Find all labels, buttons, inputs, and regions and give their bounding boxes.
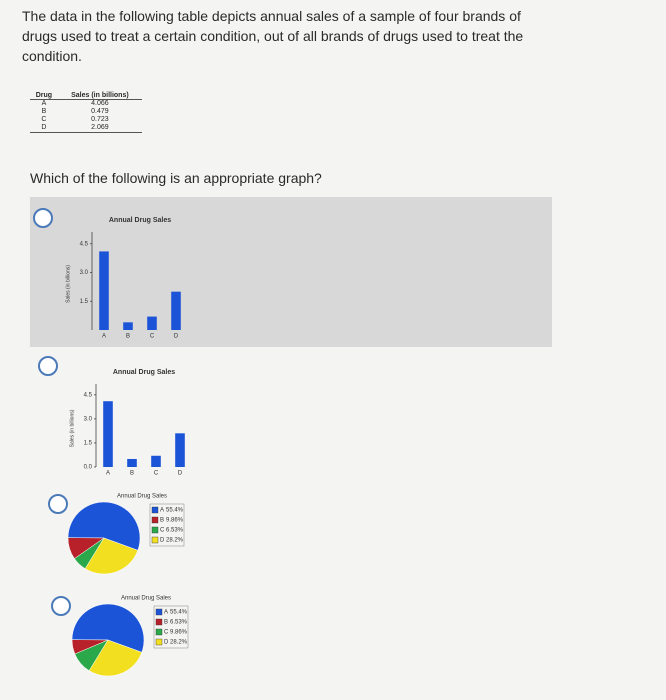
legend-swatch (155, 608, 163, 616)
x-tick-label: C (154, 471, 159, 477)
pie-slice (67, 501, 141, 551)
prompt-text: Which of the following is an appropriate… (30, 170, 322, 186)
table-cell: A (41, 100, 47, 107)
y-tick-label: 4.5 (80, 241, 89, 247)
chart-title: Annual Drug Sales (109, 217, 171, 224)
bar-chart: Annual Drug Sales Sales (in billions) 1.5 3… (65, 217, 181, 340)
y-tick-label: 4.5 (84, 392, 93, 398)
legend-value: 9.86% (170, 630, 188, 636)
table-row: B 0.479 (30, 108, 142, 116)
bar (103, 401, 113, 467)
chart-title: Annual Drug Sales (113, 369, 175, 376)
legend-label: C (160, 528, 165, 534)
legend-swatch (151, 506, 159, 514)
legend-swatch (155, 628, 163, 636)
table-row: A 4.066 (30, 100, 142, 109)
legend-label: B (164, 620, 168, 626)
legend-value: 28.2% (170, 640, 188, 646)
table-cell: 0.723 (91, 116, 109, 123)
x-tick-label: C (150, 334, 155, 340)
legend-swatch (151, 516, 159, 524)
legend-label: C (164, 630, 169, 636)
x-tick-label: B (126, 334, 130, 340)
bar (123, 322, 133, 330)
legend-swatch (151, 536, 159, 544)
pie-chart: Annual Drug Sales A 55.4%B 9.86%C 6.53%D 28.2… (67, 494, 185, 575)
y-tick-label: 0.0 (84, 465, 93, 471)
x-tick-label: D (178, 471, 183, 477)
question-text: The data in the following table depicts … (22, 8, 524, 64)
table-cell: 2.069 (57, 124, 142, 133)
bar (147, 316, 157, 330)
legend-value: 55.4% (170, 610, 188, 616)
x-tick-label: D (174, 334, 179, 340)
table-row: C 0.723 (30, 116, 142, 124)
pie-slice (71, 603, 145, 653)
radio-button[interactable] (38, 356, 58, 376)
legend-value: 9.86% (166, 518, 184, 524)
legend-box (149, 503, 185, 547)
legend-box (153, 605, 189, 649)
pie-slice (84, 537, 139, 575)
table-cell: 0.479 (91, 108, 109, 115)
y-tick-label: 3.0 (80, 270, 89, 276)
header-cell: Sales (in billions) (57, 92, 142, 100)
radio-button[interactable] (33, 208, 53, 228)
legend-value: 28.2% (166, 538, 184, 544)
bar-chart: Annual Drug Sales Sales (in billions) 0.0 1… (69, 369, 185, 477)
radio-button[interactable] (48, 494, 68, 514)
legend-swatch (155, 618, 163, 626)
x-tick-label: A (106, 471, 110, 477)
y-axis-label: Sales (in billions) (69, 409, 75, 447)
legend-value: 55.4% (166, 508, 184, 514)
legend-label: B (160, 518, 164, 524)
radio-button[interactable] (51, 596, 71, 616)
table-cell: D (30, 124, 58, 133)
legend-swatch (151, 526, 159, 534)
legend-label: D (164, 640, 169, 646)
table-cell: B (41, 108, 47, 115)
data-table: Drug Sales (in billions) A 4.066 B 0.479 C 0.… (30, 92, 142, 133)
table-header: Drug Sales (in billions) (30, 92, 142, 100)
legend-label: A (160, 508, 164, 514)
table-cell: 4.066 (91, 100, 109, 107)
legend-value: 6.53% (166, 528, 184, 534)
bar (151, 455, 161, 467)
x-tick-label: B (130, 471, 134, 477)
option-highlight (30, 197, 552, 347)
legend-label: D (160, 538, 165, 544)
x-tick-label: A (102, 334, 106, 340)
bar (175, 433, 185, 467)
bar (171, 291, 181, 330)
header-cell: Drug (30, 92, 58, 100)
y-tick-label: 3.0 (84, 416, 93, 422)
legend-value: 6.53% (170, 620, 188, 626)
legend-label: A (164, 610, 168, 616)
pie-chart: Annual Drug Sales A 55.4%B 6.53%C 9.86%D 28.2… (71, 596, 189, 677)
bar (127, 458, 137, 467)
chart-title: Annual Drug Sales (117, 494, 167, 500)
bar (99, 251, 109, 330)
table-cell: C (41, 116, 47, 123)
y-tick-label: 1.5 (80, 299, 89, 305)
y-tick-label: 1.5 (84, 441, 93, 447)
pie-slice (88, 639, 143, 677)
table-row: D 2.069 (30, 124, 142, 133)
y-axis-label: Sales (in billions) (65, 265, 71, 303)
chart-title: Annual Drug Sales (121, 596, 171, 602)
legend-swatch (155, 638, 163, 646)
